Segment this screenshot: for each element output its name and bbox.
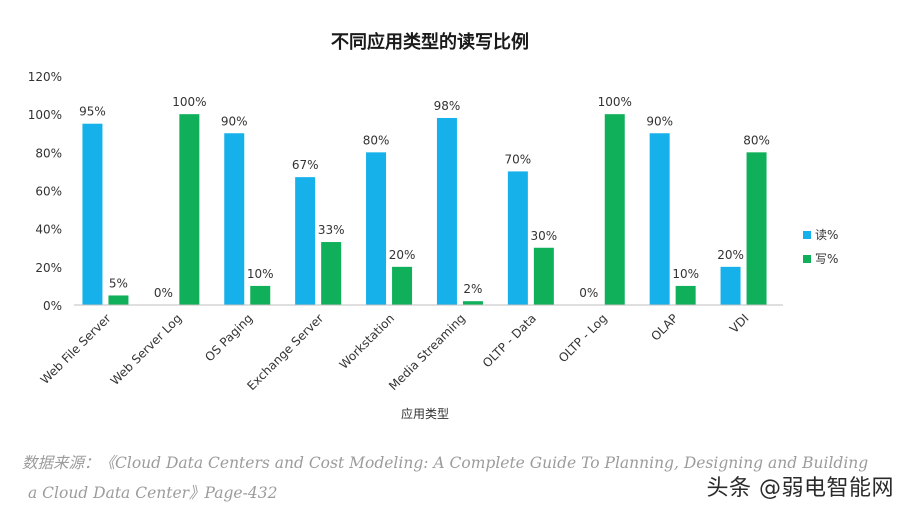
data-label: 5% xyxy=(109,276,128,290)
source-note: 数据来源：《Cloud Data Centers and Cost Modeli… xyxy=(22,448,902,508)
y-tick-label: 40% xyxy=(35,223,62,237)
y-tick-label: 0% xyxy=(43,299,62,313)
data-label: 80% xyxy=(363,133,390,147)
y-tick-label: 100% xyxy=(28,108,62,122)
legend-swatch xyxy=(803,255,811,263)
x-tick-label: OLTP - Data xyxy=(480,311,539,370)
data-label: 70% xyxy=(505,152,532,166)
y-tick-label: 80% xyxy=(35,146,62,160)
chart-title: 不同应用类型的读写比例 xyxy=(331,31,529,53)
x-tick-label: OLTP - Log xyxy=(556,311,610,365)
bar xyxy=(436,117,457,305)
data-label: 0% xyxy=(579,286,598,300)
bar xyxy=(649,133,670,305)
bar xyxy=(462,301,483,305)
bar xyxy=(224,133,245,305)
data-label: 20% xyxy=(717,248,744,262)
x-tick-label: Media Streaming xyxy=(386,311,468,393)
data-label: 10% xyxy=(247,267,274,281)
data-label: 10% xyxy=(672,267,699,281)
bar-chart: 不同应用类型的读写比例 0% 20% 40% 60% 80% 100% 120% 95% 5%… xyxy=(28,31,839,421)
data-label: 2% xyxy=(463,282,482,296)
bar xyxy=(533,247,554,305)
y-tick-label: 20% xyxy=(35,261,62,275)
legend-label: 读% xyxy=(815,228,838,242)
data-label: 90% xyxy=(221,114,248,128)
bar xyxy=(250,285,271,305)
data-label: 100% xyxy=(172,95,206,109)
bar xyxy=(720,266,741,305)
source-line-1: 数据来源：《Cloud Data Centers and Cost Modeli… xyxy=(22,454,869,472)
y-tick-label: 120% xyxy=(28,70,62,84)
x-tick-label: Workstation xyxy=(337,311,398,372)
bar xyxy=(366,152,387,305)
y-tick-label: 60% xyxy=(35,185,62,199)
x-tick-label: Web File Server xyxy=(38,311,114,387)
bar xyxy=(392,266,413,305)
bar xyxy=(321,242,342,305)
x-tick-label: Web Server Log xyxy=(108,311,185,388)
x-axis-title: 应用类型 xyxy=(401,406,449,421)
data-label: 98% xyxy=(434,99,461,113)
legend: 读% 写% xyxy=(803,228,838,266)
bar xyxy=(295,177,316,305)
legend-swatch xyxy=(803,231,811,239)
bar xyxy=(675,285,696,305)
data-label: 95% xyxy=(79,105,106,119)
data-label: 67% xyxy=(292,158,319,172)
data-label: 80% xyxy=(743,133,770,147)
data-label: 20% xyxy=(389,248,416,262)
watermark: 头条 @弱电智能网 xyxy=(706,476,894,501)
bar xyxy=(82,123,103,305)
bar xyxy=(746,152,767,305)
bar xyxy=(507,171,528,305)
data-label: 0% xyxy=(154,286,173,300)
data-label: 30% xyxy=(531,229,558,243)
data-label: 100% xyxy=(598,95,632,109)
data-label: 33% xyxy=(318,223,345,237)
source-line-2: a Cloud Data Center》Page-432 xyxy=(28,484,278,502)
bar xyxy=(108,295,129,305)
bar-series: 95% 5% 0% 100% 90% 10% 67% 33% 80% 20% 98% 2% 70% 30%… xyxy=(79,95,770,306)
legend-label: 写% xyxy=(815,252,838,266)
x-tick-label: Exchange Server xyxy=(244,311,326,393)
bar xyxy=(179,114,200,306)
x-tick-label: OS Paging xyxy=(202,311,255,364)
x-tick-label: VDI xyxy=(727,311,752,336)
y-axis: 0% 20% 40% 60% 80% 100% 120% xyxy=(28,70,62,313)
x-tick-label: OLAP xyxy=(648,311,680,343)
data-label: 90% xyxy=(646,114,673,128)
bar xyxy=(604,114,625,306)
